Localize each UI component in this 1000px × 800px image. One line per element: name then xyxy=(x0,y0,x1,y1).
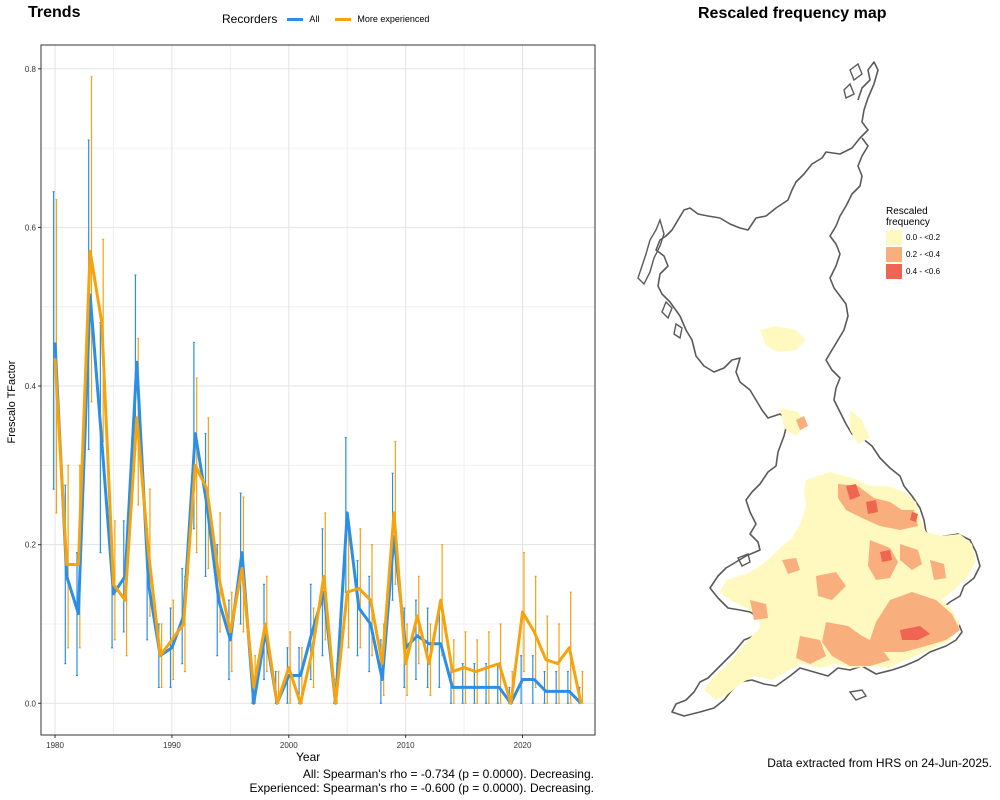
map-legend-row: 0.4 - <0.6 xyxy=(886,264,946,279)
error-bar xyxy=(426,607,429,689)
map-legend: Rescaled frequency 0.0 - <0.2 0.2 - <0.4… xyxy=(886,206,946,279)
y-tick-label: 0.8 xyxy=(25,65,37,74)
y-tick-label: 0.6 xyxy=(25,223,37,232)
error-bar xyxy=(219,512,222,633)
error-bar xyxy=(347,528,350,649)
error-bar xyxy=(90,76,93,403)
x-tick-label: 1980 xyxy=(46,741,64,750)
legend-key-all xyxy=(287,17,304,21)
x-tick-label: 1990 xyxy=(163,741,181,750)
y-axis-label: Frescalo TFactor xyxy=(6,360,18,444)
legend-swatch-low xyxy=(886,230,902,245)
map-title: Rescaled frequency map xyxy=(698,5,887,22)
anglesey-outline xyxy=(737,553,751,567)
error-bar xyxy=(461,663,464,704)
error-bar xyxy=(581,670,584,704)
x-tick-label: 2010 xyxy=(397,741,415,750)
grid-layer xyxy=(41,45,595,735)
orkney-outline xyxy=(843,62,863,100)
freq-areas-high xyxy=(846,484,930,640)
trends-title: Trends xyxy=(28,4,81,21)
stat-experienced: Experienced: Spearman's rho = -0.600 (p … xyxy=(249,781,595,795)
error-bar xyxy=(438,607,441,689)
error-bar xyxy=(555,670,558,704)
y-tick-label: 0.2 xyxy=(25,541,37,550)
series-line-experienced xyxy=(53,249,583,705)
legend-label-mid: 0.2 - <0.4 xyxy=(906,250,941,259)
gb-outline xyxy=(655,61,981,717)
plot-panel-border xyxy=(40,44,596,736)
chart-legend: Recorders All More experienced xyxy=(222,12,439,26)
legend-label-all: All xyxy=(309,14,320,24)
legend-swatch-mid xyxy=(886,247,902,262)
legend-swatch-high xyxy=(886,264,902,279)
islay-outline xyxy=(661,300,683,340)
error-bar xyxy=(113,520,116,641)
y-tick-label: 0.0 xyxy=(25,699,37,708)
error-bar xyxy=(52,191,55,490)
legend-title: Recorders xyxy=(222,12,278,26)
x-axis-label: Year xyxy=(296,750,321,764)
legend-key-experienced xyxy=(335,17,352,21)
frequency-map xyxy=(637,61,981,717)
stat-all: All: Spearman's rho = -0.734 (p = 0.0000… xyxy=(302,767,594,781)
error-bar xyxy=(496,663,499,704)
error-bar xyxy=(414,599,417,681)
isle-of-wight-outline xyxy=(848,689,868,701)
y-tick-label: 0.4 xyxy=(25,382,37,391)
tick-layer: 0.0 0.2 0.4 0.6 0.8 1980 1990 2000 2010 2020 xyxy=(25,65,532,750)
trends-chart: 0.0 0.2 0.4 0.6 0.8 1980 1990 2000 2010 2020 xyxy=(25,44,596,750)
legend-label-low: 0.0 - <0.2 xyxy=(906,233,941,242)
error-bar xyxy=(67,464,70,649)
series-line-all xyxy=(53,293,583,705)
map-legend-row: 0.0 - <0.2 xyxy=(886,230,946,245)
x-tick-label: 2000 xyxy=(280,741,298,750)
map-legend-row: 0.2 - <0.4 xyxy=(886,247,946,262)
error-bar xyxy=(543,670,546,704)
error-bar xyxy=(485,663,488,704)
line-layer xyxy=(53,249,583,705)
error-bar xyxy=(566,670,569,704)
legend-label-high: 0.4 - <0.6 xyxy=(906,267,941,276)
hebrides-outline xyxy=(637,217,665,286)
legend-label-experienced: More experienced xyxy=(357,14,430,24)
data-source-note: Data extracted from HRS on 24-Jun-2025. xyxy=(767,756,992,770)
x-tick-label: 2020 xyxy=(514,741,532,750)
map-legend-title: Rescaled frequency xyxy=(886,206,930,228)
